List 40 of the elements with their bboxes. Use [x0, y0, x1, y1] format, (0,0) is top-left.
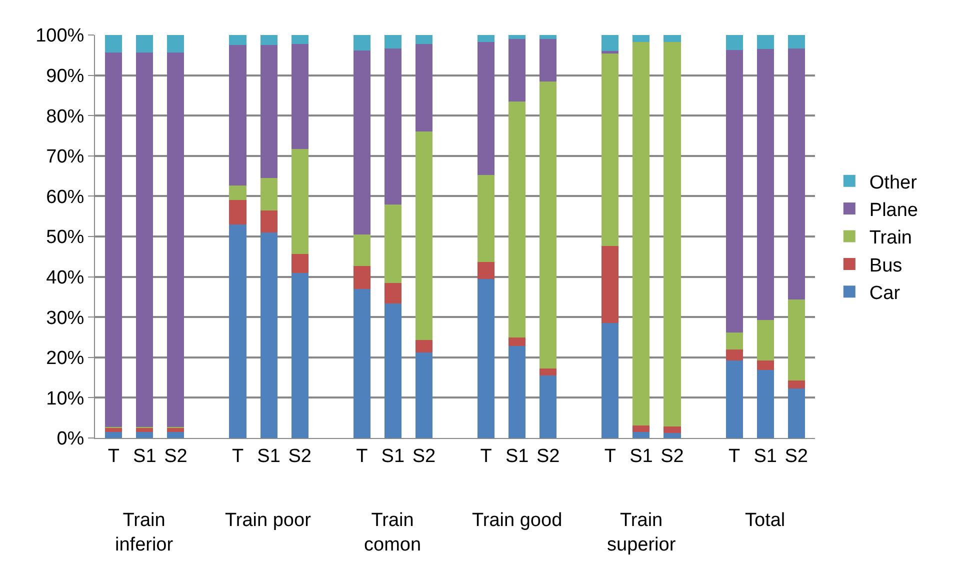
y-tick-label: 0%: [56, 428, 84, 450]
x-tick-label: S1: [630, 446, 653, 467]
text: Train superior: [607, 510, 676, 556]
text: Total: [745, 510, 786, 531]
x-tick-label: T: [356, 446, 368, 467]
x-tick-label: S2: [536, 446, 560, 467]
x-tick-label: T: [108, 446, 120, 467]
legend-label: Plane: [869, 200, 918, 221]
text: Train comon: [364, 510, 422, 556]
x-tick-label: T: [728, 446, 741, 467]
y-tick-label: 100%: [36, 26, 84, 47]
text: Train good: [472, 510, 562, 531]
x-tick-label: S2: [288, 446, 312, 467]
x-tick-label: S1: [754, 446, 777, 467]
y-tick-label: 60%: [46, 186, 84, 208]
x-tick-label: S2: [784, 446, 808, 467]
legend-label: Other: [869, 172, 918, 194]
legend-label: Bus: [869, 255, 902, 276]
x-tick-label: S2: [164, 446, 188, 467]
y-tick-label: 70%: [46, 146, 84, 168]
x-tick-label: S1: [505, 446, 529, 467]
text: Train poor: [225, 510, 312, 531]
y-tick-label: 40%: [46, 267, 84, 288]
y-tick-label: 90%: [46, 66, 84, 87]
y-tick-label: 80%: [46, 106, 84, 128]
x-tick-label: T: [480, 446, 492, 467]
x-tick-label: S1: [133, 446, 156, 467]
x-tick-label: S1: [381, 446, 405, 467]
x-tick-label: S2: [660, 446, 684, 467]
legend-label: Train: [869, 228, 912, 249]
legend-label: Car: [869, 283, 901, 304]
x-tick-label: T: [232, 446, 244, 467]
x-tick-label: S1: [257, 446, 280, 467]
y-tick-label: 10%: [46, 388, 84, 410]
text: Train inferior: [115, 510, 174, 556]
y-tick-label: 50%: [46, 227, 84, 248]
y-tick-label: 20%: [46, 348, 84, 370]
y-tick-label: 30%: [46, 308, 84, 329]
x-tick-label: T: [604, 446, 616, 467]
x-tick-label: S2: [412, 446, 436, 467]
